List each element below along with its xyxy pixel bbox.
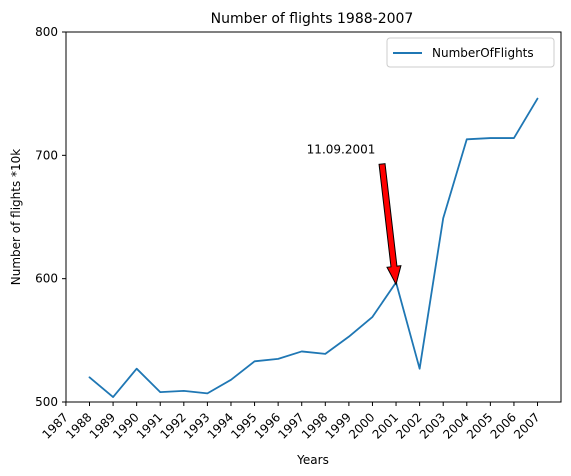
legend: NumberOfFlights [386,37,555,68]
chart-title: Number of flights 1988-2007 [211,11,414,27]
x-axis-label: Years [296,453,329,467]
y-tick-label: 700 [35,148,58,162]
series-layer [88,97,539,398]
legend-box [386,37,555,68]
series-line-numberofflights [88,97,539,398]
y-tick-label: 500 [35,395,58,409]
annotation-text: 11.09.2001 [307,142,376,156]
annotation-arrow [378,163,402,286]
legend-entry-numberofflights: NumberOfFlights [432,46,534,60]
y-axis-label: Number of flights *10k [9,149,23,286]
y-axis: 500 600 700 800 [35,25,66,409]
plot-area [65,31,562,403]
y-tick-label: 800 [35,25,58,39]
y-tick-label: 600 [35,272,58,286]
annotation: 11.09.2001 [307,142,402,286]
